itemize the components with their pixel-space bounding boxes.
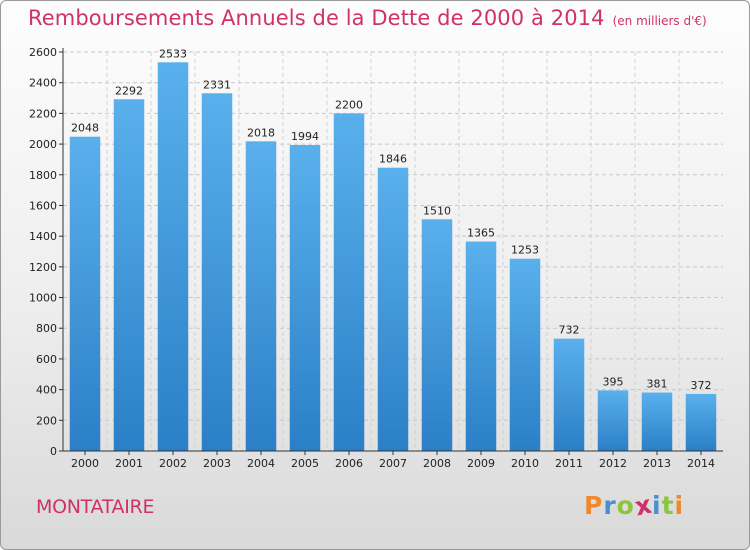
x-tick-label: 2014 bbox=[687, 457, 715, 470]
y-tick-label: 2600 bbox=[29, 46, 57, 59]
bar bbox=[245, 141, 277, 451]
bar bbox=[597, 390, 629, 451]
y-tick-label: 200 bbox=[36, 414, 57, 427]
chart-title-unit: (en milliers d'€) bbox=[612, 14, 707, 28]
x-tick-label: 2009 bbox=[467, 457, 495, 470]
bar bbox=[421, 219, 453, 451]
bar bbox=[685, 393, 717, 451]
bar bbox=[509, 258, 541, 451]
bar-value-label: 1365 bbox=[467, 227, 495, 240]
bar-value-label: 2533 bbox=[159, 47, 187, 60]
bars: 2048 2292 2533 2331 2018 1994 2200 1846 1510 1365… bbox=[69, 47, 717, 452]
y-tick-label: 1600 bbox=[29, 199, 57, 212]
y-tick-label: 2200 bbox=[29, 107, 57, 120]
y-tick-label: 1200 bbox=[29, 261, 57, 274]
x-tick-label: 2003 bbox=[203, 457, 231, 470]
bar-value-label: 1846 bbox=[379, 153, 407, 166]
y-tick-label: 1800 bbox=[29, 169, 57, 182]
bar bbox=[377, 167, 409, 451]
y-tick-label: 1400 bbox=[29, 230, 57, 243]
logo-letter: i bbox=[652, 491, 662, 520]
y-tick-label: 2000 bbox=[29, 138, 57, 151]
x-tick-label: 2000 bbox=[71, 457, 99, 470]
bar-value-label: 2292 bbox=[115, 84, 143, 97]
bar bbox=[201, 93, 233, 451]
axes: 0 200 400 600 800 1000 1200 1400 1600 1800 2000 220… bbox=[29, 46, 723, 470]
bar-value-label: 2200 bbox=[335, 98, 363, 111]
bar-value-label: 1510 bbox=[423, 204, 451, 217]
bar bbox=[333, 113, 365, 451]
logo-letter: o bbox=[616, 491, 635, 520]
x-tick-label: 2007 bbox=[379, 457, 407, 470]
x-tick-label: 2013 bbox=[643, 457, 671, 470]
bar-value-label: 381 bbox=[647, 378, 668, 391]
bar bbox=[157, 62, 189, 451]
bar bbox=[553, 338, 585, 451]
x-tick-label: 2006 bbox=[335, 457, 363, 470]
commune-name: MONTATAIRE bbox=[36, 496, 155, 518]
chart-title-main: Remboursements Annuels de la Dette de 20… bbox=[28, 6, 605, 30]
bar bbox=[465, 241, 497, 451]
bar-value-label: 732 bbox=[559, 324, 580, 337]
x-tick-label: 2001 bbox=[115, 457, 143, 470]
bar-value-label: 2048 bbox=[71, 122, 99, 135]
bar-value-label: 395 bbox=[603, 375, 624, 388]
bar bbox=[641, 392, 673, 451]
proxiti-logo: Proxiti bbox=[584, 490, 685, 522]
x-tick-label: 2005 bbox=[291, 457, 319, 470]
bar-value-label: 2331 bbox=[203, 78, 231, 91]
y-tick-label: 0 bbox=[50, 445, 57, 458]
x-tick-label: 2004 bbox=[247, 457, 275, 470]
x-tick-label: 2012 bbox=[599, 457, 627, 470]
y-tick-label: 600 bbox=[36, 353, 57, 366]
logo-letter: P bbox=[584, 491, 604, 520]
y-tick-label: 800 bbox=[36, 322, 57, 335]
x-tick-label: 2011 bbox=[555, 457, 583, 470]
x-tick-label: 2002 bbox=[159, 457, 187, 470]
y-tick-label: 2400 bbox=[29, 77, 57, 90]
chart-title: Remboursements Annuels de la Dette de 20… bbox=[28, 6, 707, 30]
logo-letter: r bbox=[603, 491, 617, 520]
y-tick-label: 400 bbox=[36, 384, 57, 397]
bar-value-label: 372 bbox=[691, 379, 712, 392]
bar bbox=[113, 99, 145, 452]
bar-value-label: 1994 bbox=[291, 130, 319, 143]
bar-value-label: 2018 bbox=[247, 126, 275, 139]
bar-value-label: 1253 bbox=[511, 244, 539, 257]
bar bbox=[289, 144, 321, 452]
x-tick-label: 2008 bbox=[423, 457, 451, 470]
y-tick-label: 1000 bbox=[29, 292, 57, 305]
logo-letter: t bbox=[661, 491, 675, 520]
x-tick-label: 2010 bbox=[511, 457, 539, 470]
bar bbox=[69, 136, 101, 452]
logo-letter: i bbox=[674, 491, 685, 520]
